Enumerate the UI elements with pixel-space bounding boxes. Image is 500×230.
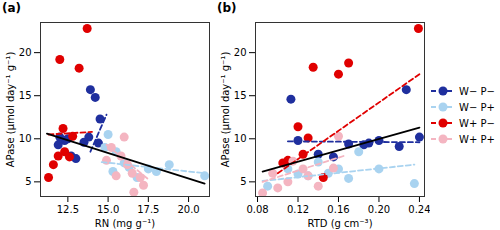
svg-text:5: 5	[25, 176, 31, 187]
html-text:W− P−: W− P−	[459, 85, 495, 97]
svg-text:0.20: 0.20	[368, 204, 390, 215]
svg-text:15: 15	[19, 90, 32, 101]
svg-text:12.5: 12.5	[57, 204, 79, 215]
html-text:W+ P+: W+ P+	[459, 133, 495, 145]
svg-text:RN (mg g⁻¹): RN (mg g⁻¹)	[95, 218, 155, 229]
svg-text:0.24: 0.24	[408, 204, 430, 215]
svg-text:15: 15	[234, 90, 247, 101]
svg-text:10: 10	[19, 133, 32, 144]
html-text:W+ P−: W+ P−	[459, 117, 495, 129]
svg-text:20.0: 20.0	[177, 204, 199, 215]
html-text:W− P+: W− P+	[459, 101, 495, 113]
svg-text:17.5: 17.5	[137, 204, 159, 215]
svg-text:0.16: 0.16	[327, 204, 349, 215]
svg-text:10: 10	[234, 133, 247, 144]
svg-text:0.08: 0.08	[246, 204, 268, 215]
svg-text:APase (µmol day⁻¹ g⁻¹): APase (µmol day⁻¹ g⁻¹)	[220, 52, 231, 168]
svg-text:5: 5	[240, 176, 246, 187]
html-text:(a): (a)	[2, 1, 22, 15]
svg-text:15.0: 15.0	[97, 204, 119, 215]
svg-text:20: 20	[19, 47, 32, 58]
svg-text:RTD (g cm⁻³): RTD (g cm⁻³)	[307, 218, 372, 229]
html-text:(b): (b)	[217, 1, 237, 15]
svg-text:20: 20	[234, 47, 247, 58]
svg-text:APase (µmol day⁻¹ g⁻¹): APase (µmol day⁻¹ g⁻¹)	[5, 52, 16, 168]
svg-text:0.12: 0.12	[287, 204, 309, 215]
